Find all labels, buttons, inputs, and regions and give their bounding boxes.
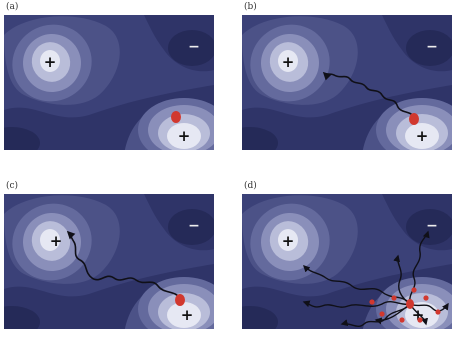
walk-path [66,230,181,299]
particle-dot [423,295,429,301]
walk-path [302,300,411,308]
particle-dot [175,294,185,306]
panel-label: (d) [244,181,257,191]
particle-dot [406,299,414,309]
particle-dot [379,311,385,317]
plus-sign-top: + [282,232,295,250]
panel-label: (a) [6,2,19,12]
particle-dot [369,299,375,305]
walk-paths [302,230,449,327]
particles [369,287,441,323]
particle-dot [409,113,419,125]
energy-landscape: + + − [4,15,214,150]
particle-dot [417,317,423,323]
energy-landscape: + + − [242,15,452,150]
plus-sign-top: + [282,53,295,71]
plus-sign-bottom: + [181,306,194,324]
particle-dot [411,287,417,293]
minus-sign: − [426,218,438,234]
panel-a: (a) + + − [4,2,214,150]
walk-path [303,265,411,305]
walk-path [409,302,449,312]
energy-landscape: + + − [4,194,214,329]
plus-sign-bottom: + [416,127,429,145]
minus-sign: − [426,39,438,55]
particle-dot [399,317,405,323]
panel-label: (c) [6,181,19,191]
walk-path [322,71,415,118]
particle-dot [435,309,441,315]
particle-dot [391,295,397,301]
particle-dot [171,111,181,123]
energy-landscape: + + − [242,194,452,329]
panel-c: (c) + + − [4,181,214,329]
panel-d: (d) + + − [242,181,452,329]
plus-sign-top: + [50,232,63,250]
walk-path [393,254,411,305]
plus-sign-bottom: + [178,127,191,145]
plus-sign-top: + [44,53,57,71]
panel-b: (b) + + − [242,2,452,150]
panel-label: (b) [244,2,257,12]
minus-sign: − [188,39,200,55]
minus-sign: − [188,218,200,234]
